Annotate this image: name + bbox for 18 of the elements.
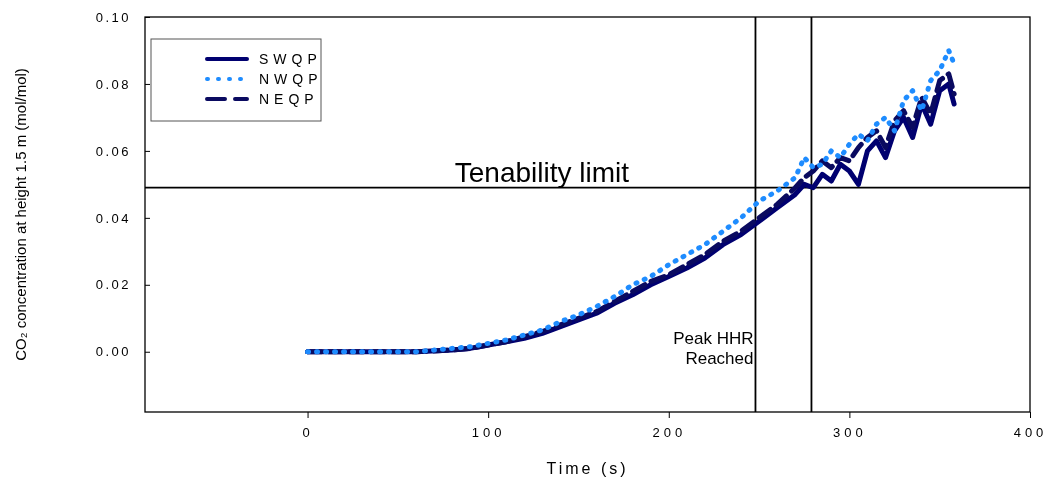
legend-label: NEQP (259, 91, 319, 107)
y-tick-label: 0.10 (95, 9, 131, 25)
x-axis-title: Time (s) (546, 460, 629, 477)
legend-label: NWQP (259, 71, 323, 87)
x-tick-label: 200 (652, 424, 687, 440)
y-tick-label: 0.02 (95, 277, 131, 293)
x-tick-label: 400 (1013, 424, 1048, 440)
x-tick-label: 100 (471, 424, 506, 440)
x-tick-label: 300 (833, 424, 867, 440)
ref-line-label: Tenability limit (454, 156, 630, 188)
y-tick-label: 0.04 (95, 210, 131, 226)
x-tick-label: 0 (302, 424, 314, 440)
y-tick-label: 0.00 (95, 344, 131, 360)
y-tick-label: 0.08 (95, 76, 131, 92)
ref-line-label: Peak HHR Reached (673, 329, 754, 369)
y-axis-title: CO₂ concentration at height 1.5 m (mol/mol) (12, 68, 29, 361)
legend-label: SWQP (259, 51, 322, 67)
y-tick-label: 0.06 (95, 143, 131, 159)
